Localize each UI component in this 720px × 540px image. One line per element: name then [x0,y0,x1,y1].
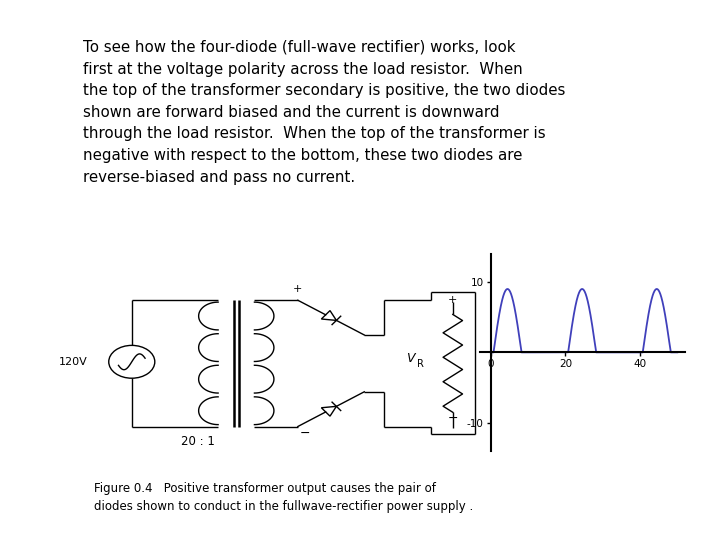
Text: −: − [448,412,458,425]
Text: 120V: 120V [59,357,88,367]
Text: To see how the four-diode (full-wave rectifier) works, look
first at the voltage: To see how the four-diode (full-wave rec… [83,40,565,185]
Text: 20 : 1: 20 : 1 [181,435,215,448]
Text: +: + [448,295,457,306]
Text: +: + [293,285,302,294]
Text: $V$: $V$ [406,352,418,365]
Text: Figure 0.4   Positive transformer output causes the pair of
diodes shown to cond: Figure 0.4 Positive transformer output c… [94,482,473,513]
Text: −: − [300,427,310,440]
Text: R: R [418,359,424,368]
